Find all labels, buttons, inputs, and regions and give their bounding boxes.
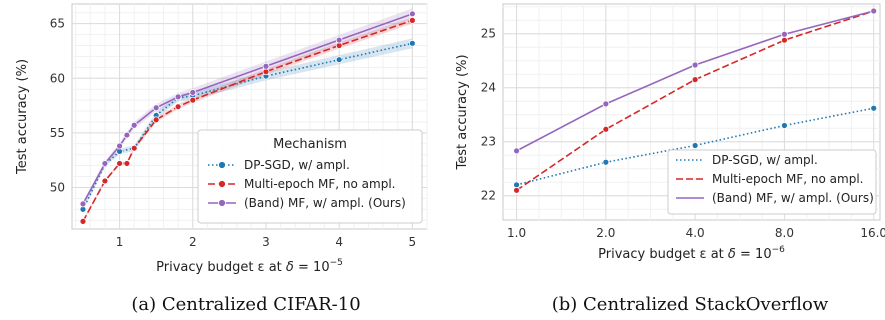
y-tick-label: 65 <box>50 17 65 31</box>
legend-marker <box>218 161 226 169</box>
data-point <box>101 177 109 185</box>
legend-cifar10: Mechanism DP-SGD, w/ ampl. Multi-epoch MF… <box>197 129 423 224</box>
legend-marker <box>218 199 226 207</box>
data-point <box>691 76 699 83</box>
data-point <box>602 158 610 166</box>
x-tick-label: 8.0 <box>775 226 794 240</box>
x-tick-label: 5 <box>409 235 417 249</box>
series-line <box>82 42 413 210</box>
data-point <box>335 56 343 64</box>
ticks-stackoverflow: 1.0 2.0 4.0 8.0 16.0 22 23 24 25 <box>481 27 885 240</box>
legend-label: Multi-epoch MF, no ampl. <box>712 172 863 186</box>
legend-title-cifar10: Mechanism <box>273 137 347 152</box>
x-tick-label: 2 <box>189 235 197 249</box>
data-point <box>602 125 610 133</box>
data-point <box>335 36 343 44</box>
y-tick-label: 25 <box>481 27 496 41</box>
x-axis-label-cifar10: Privacy budget ε at δ = 10−5 <box>156 258 343 275</box>
confidence-band <box>82 38 413 212</box>
data-point <box>152 104 160 112</box>
series-line <box>516 107 874 186</box>
panel-stackoverflow: 1.0 2.0 4.0 8.0 16.0 22 23 24 25 Test accuracy (… <box>455 3 885 315</box>
data-point <box>513 186 520 194</box>
data-point <box>870 7 878 15</box>
bands-cifar10 <box>82 8 413 223</box>
caption-stackoverflow: (b) Centralized StackOverflow <box>552 294 829 315</box>
data-point <box>262 62 270 70</box>
data-point <box>781 36 788 44</box>
legend-label: (Band) MF, w/ ampl. (Ours) <box>712 191 874 205</box>
legend-label: DP-SGD, w/ ampl. <box>244 158 350 172</box>
data-point <box>116 142 123 150</box>
data-point <box>116 160 123 167</box>
y-tick-label: 23 <box>481 135 496 149</box>
x-tick-label: 1.0 <box>507 226 526 240</box>
data-point <box>123 160 131 167</box>
y-tick-label: 55 <box>50 126 65 140</box>
legend-label: (Band) MF, w/ ampl. (Ours) <box>244 196 406 210</box>
x-tick-label: 3 <box>262 235 270 249</box>
data-point <box>189 89 197 96</box>
y-tick-label: 60 <box>50 71 65 85</box>
data-point <box>513 147 520 155</box>
data-point <box>691 61 699 69</box>
data-point <box>130 144 138 152</box>
data-point <box>691 142 699 149</box>
y-tick-label: 50 <box>50 180 65 194</box>
legend-label: Multi-epoch MF, no ampl. <box>244 177 395 191</box>
legend-label: DP-SGD, w/ ampl. <box>712 153 818 167</box>
y-tick-label: 24 <box>481 81 496 95</box>
y-axis-label-stackoverflow: Test accuracy (%) <box>455 54 470 170</box>
data-point <box>408 10 416 18</box>
data-point <box>130 121 138 129</box>
data-point <box>870 104 878 112</box>
data-point <box>79 217 87 225</box>
legend-box-cifar10 <box>197 129 423 224</box>
lines-cifar10 <box>79 10 416 225</box>
data-point <box>408 39 416 47</box>
x-tick-label: 2.0 <box>596 226 615 240</box>
confidence-band <box>82 8 413 207</box>
x-tick-label: 1 <box>116 235 124 249</box>
data-point <box>174 93 182 101</box>
data-point <box>189 96 197 104</box>
data-point <box>101 160 109 167</box>
x-tick-label: 4.0 <box>686 226 705 240</box>
x-tick-label: 4 <box>335 235 343 249</box>
caption-cifar10: (a) Centralized CIFAR-10 <box>131 294 360 315</box>
x-axis-label-stackoverflow: Privacy budget ε at δ = 10−6 <box>598 245 785 262</box>
data-point <box>123 131 131 139</box>
data-point <box>781 30 788 38</box>
y-tick-label: 22 <box>481 189 496 203</box>
y-axis-label-cifar10: Test accuracy (%) <box>15 59 30 175</box>
legend-box-stackoverflow <box>667 149 877 215</box>
data-point <box>602 100 610 108</box>
data-point <box>408 16 416 24</box>
legend-marker <box>218 180 226 188</box>
data-point <box>781 122 788 129</box>
series-line <box>82 19 413 222</box>
data-point <box>152 116 160 124</box>
data-point <box>79 200 87 208</box>
lines-stackoverflow <box>513 7 878 194</box>
data-point <box>174 103 182 111</box>
x-tick-label: 16.0 <box>860 226 885 240</box>
legend-stackoverflow: DP-SGD, w/ ampl. Multi-epoch MF, no ampl.… <box>667 149 877 215</box>
